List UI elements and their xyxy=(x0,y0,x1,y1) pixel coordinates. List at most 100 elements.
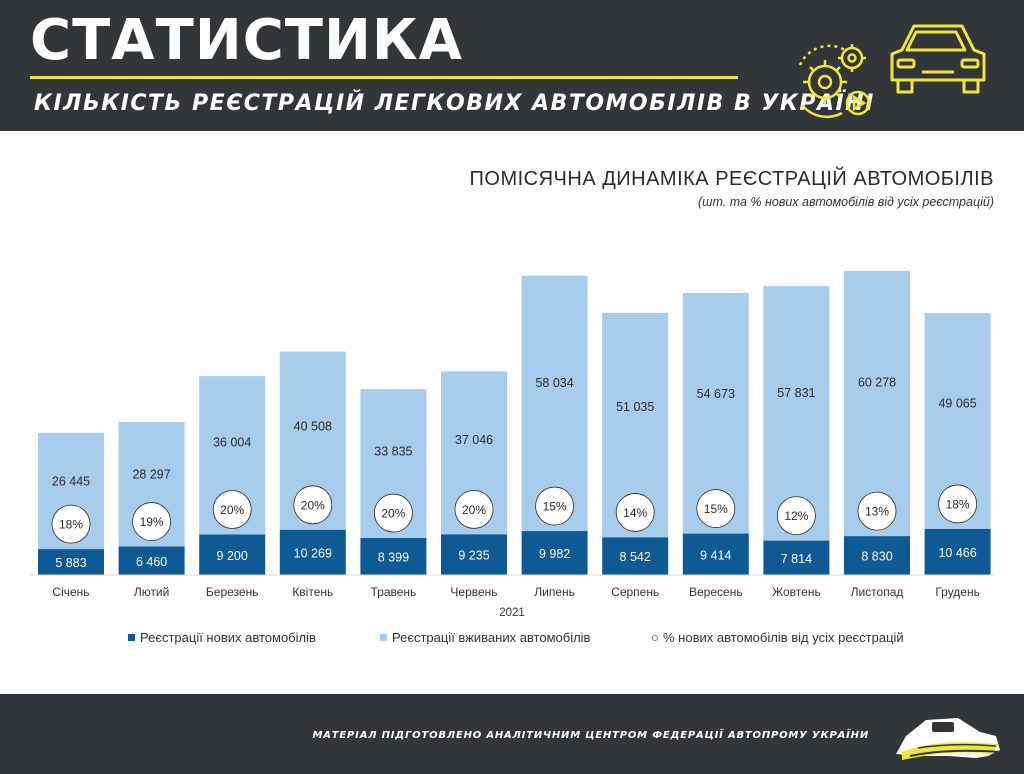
chart-subtitle: (шт. та % нових автомобілів від усіх реє… xyxy=(697,195,994,209)
x-tick-label: Січень xyxy=(52,585,89,599)
bar-new-label: 9 235 xyxy=(458,549,489,563)
legend-swatch-used xyxy=(380,634,387,641)
bar-new-label: 6 460 xyxy=(136,555,167,569)
share-label: 20% xyxy=(462,503,486,517)
legend-swatch-share xyxy=(652,634,658,641)
share-label: 12% xyxy=(784,509,808,523)
bar-new xyxy=(441,534,507,575)
share-marker xyxy=(51,504,91,544)
share-marker xyxy=(212,490,252,529)
bar-new-label: 8 542 xyxy=(620,550,651,564)
share-label: 20% xyxy=(220,503,244,517)
bar-new xyxy=(844,536,910,575)
header-illustration xyxy=(798,24,986,119)
x-tick-label: Травень xyxy=(371,585,417,599)
bar-new xyxy=(199,534,266,575)
car-logo-icon xyxy=(896,718,1001,760)
x-tick-label: Липень xyxy=(534,585,575,599)
share-marker xyxy=(132,502,172,541)
share-label: 20% xyxy=(381,507,405,521)
bar-new xyxy=(38,549,104,575)
bar-new xyxy=(682,533,749,575)
legend-label-used: Реєстрації вживаних автомобілів xyxy=(392,630,591,645)
share-marker xyxy=(857,491,897,531)
legend-label-new: Реєстрації нових автомобілів xyxy=(140,630,316,645)
legend-label-share: % нових автомобілів від усіх реєстрацій xyxy=(663,630,904,645)
x-tick-label: Лютий xyxy=(134,585,170,599)
bars-layer xyxy=(38,270,991,575)
share-marker xyxy=(938,484,977,524)
footer: МАТЕРІАЛ ПІДГОТОВЛЕНО АНАЛІТИЧНИМ ЦЕНТРО… xyxy=(0,694,1024,774)
x-tick-label: Листопад xyxy=(851,585,904,599)
header: СТАТИСТИКА КІЛЬКІСТЬ РЕЄСТРАЦІЙ ЛЕГКОВИХ… xyxy=(0,0,1024,131)
x-tick-label: Грудень xyxy=(935,585,980,599)
chart-title: ПОМІСЯЧНА ДИНАМІКА РЕЄСТРАЦІЙ АВТОМОБІЛІ… xyxy=(469,168,994,190)
x-tick-label: Вересень xyxy=(689,585,743,599)
bar-new-label: 5 883 xyxy=(55,556,86,570)
share-label: 18% xyxy=(59,518,83,532)
legend: Реєстрації нових автомобілів Реєстрації … xyxy=(0,626,1024,650)
share-marker xyxy=(293,485,333,525)
share-marker xyxy=(454,489,494,529)
share-label: 19% xyxy=(140,515,164,529)
bar-new-label: 8 830 xyxy=(861,550,892,564)
legend-swatch-new xyxy=(128,634,135,641)
x-tick-label: Квітень xyxy=(292,585,333,599)
bar-used-label: 57 831 xyxy=(777,386,815,400)
bar-used-label: 49 065 xyxy=(938,397,976,411)
bar-new xyxy=(118,546,185,575)
bar-used-label: 58 034 xyxy=(535,376,573,390)
bar-used-label: 28 297 xyxy=(132,467,170,481)
x-tick-label: Серпень xyxy=(611,585,659,599)
bar-used-label: 40 508 xyxy=(294,419,332,433)
gear-icon xyxy=(798,44,847,119)
x-tick-label: Жовтень xyxy=(772,585,821,599)
x-tick-label: Червень xyxy=(450,585,497,599)
bar-new-label: 9 414 xyxy=(700,548,731,562)
bar-used-label: 54 673 xyxy=(697,387,735,401)
legend-item-used: Реєстрації вживаних автомобілів xyxy=(380,630,590,645)
bar-used-label: 26 445 xyxy=(52,475,90,489)
bar-new-label: 9 200 xyxy=(217,549,248,563)
x-axis-label: 2021 xyxy=(499,607,525,619)
bar-new xyxy=(924,528,991,575)
bar-new xyxy=(763,540,830,575)
share-label: 14% xyxy=(623,506,647,520)
play-icon xyxy=(845,90,871,116)
bar-new xyxy=(521,531,588,575)
bar-new-label: 10 269 xyxy=(294,546,332,560)
tick-labels-layer: Січень Лютий Березень Квітень Травень Червень… xyxy=(52,585,979,599)
bar-used-label: 51 035 xyxy=(616,400,654,414)
labels-layer: 5 883 26 445 18% 6 460 28 297 19% 9 200 36 004 2… xyxy=(51,375,977,570)
bar-used-label: 36 004 xyxy=(213,436,251,450)
share-label: 15% xyxy=(704,502,728,516)
bar-used-label: 60 278 xyxy=(858,375,896,389)
share-marker xyxy=(696,489,736,528)
bar-new xyxy=(602,537,669,575)
legend-item-new: Реєстрації нових автомобілів xyxy=(128,630,316,645)
page-title: СТАТИСТИКА xyxy=(30,8,463,73)
car-icon xyxy=(890,24,986,94)
bar-new-label: 9 982 xyxy=(539,547,570,561)
share-label: 13% xyxy=(865,505,889,519)
bar-new-label: 10 466 xyxy=(938,546,976,560)
bar-new xyxy=(360,538,427,575)
bar-used-label: 37 046 xyxy=(455,433,493,447)
page-subtitle: КІЛЬКІСТЬ РЕЄСТРАЦІЙ ЛЕГКОВИХ АВТОМОБІЛІ… xyxy=(34,91,875,116)
bar-new-label: 7 814 xyxy=(781,552,812,566)
share-marker xyxy=(777,496,816,536)
footer-credit: МАТЕРІАЛ ПІДГОТОВЛЕНО АНАЛІТИЧНИМ ЦЕНТРО… xyxy=(312,730,869,741)
share-marker xyxy=(615,493,655,532)
title-underline xyxy=(30,76,738,79)
stacked-bar-chart: 5 883 26 445 18% 6 460 28 297 19% 9 200 36 004 2… xyxy=(30,270,994,619)
share-marker xyxy=(535,486,574,526)
gear-small-icon xyxy=(838,44,866,72)
bar-new-label: 8 399 xyxy=(378,551,409,565)
bar-used-label: 33 835 xyxy=(374,445,412,459)
share-marker xyxy=(373,493,413,533)
share-label: 15% xyxy=(543,500,567,514)
bar-new xyxy=(279,529,346,575)
x-tick-label: Березень xyxy=(206,585,259,599)
share-label: 18% xyxy=(946,497,970,511)
share-label: 20% xyxy=(301,498,325,512)
